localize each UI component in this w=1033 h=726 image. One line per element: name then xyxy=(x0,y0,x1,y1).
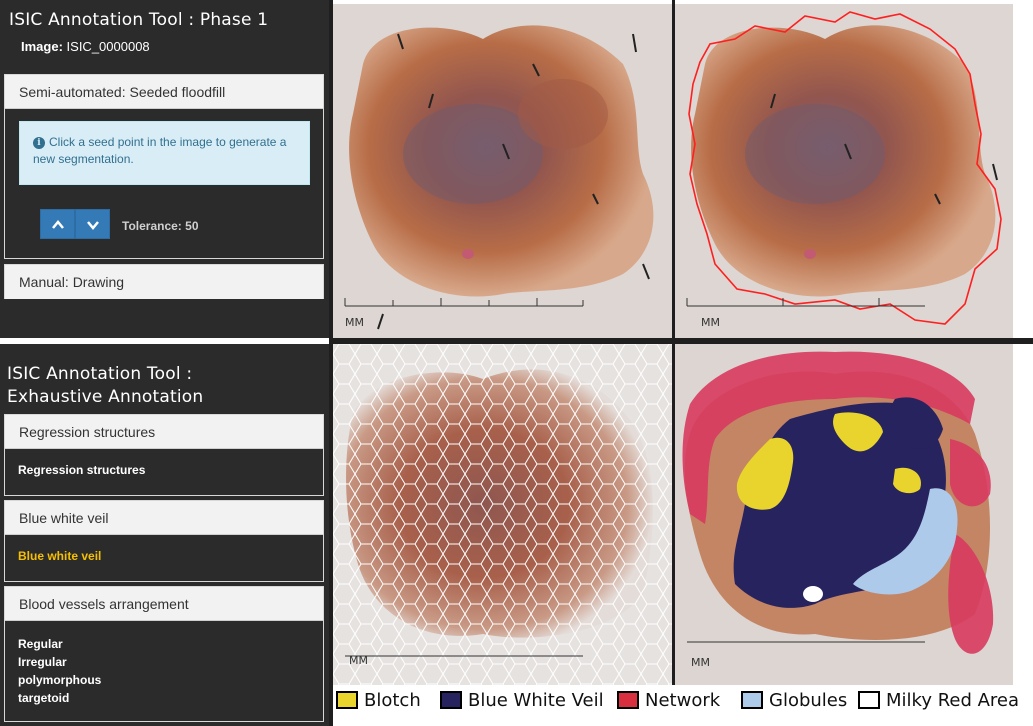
regression-panel: Regression structures Regression structu… xyxy=(4,414,324,496)
blue-white-veil-option[interactable]: Blue white veil xyxy=(18,549,102,563)
vessel-option-targetoid[interactable]: targetoid xyxy=(18,691,70,705)
manual-panel: Manual: Drawing xyxy=(4,264,324,299)
regression-body: Regression structures xyxy=(5,449,323,477)
scale-ruler xyxy=(344,298,584,307)
legend-swatch-blotch xyxy=(336,691,358,709)
vessel-option-regular[interactable]: Regular xyxy=(18,637,63,651)
legend-label-network: Network xyxy=(645,690,721,711)
image-id-line: Image: ISIC_0000008 xyxy=(21,39,150,54)
legend-label-blue-white-veil: Blue White Veil xyxy=(468,690,604,711)
info-text: Click a seed point in the image to gener… xyxy=(33,135,287,166)
info-alert: i Click a seed point in the image to gene… xyxy=(19,121,310,185)
scale-label-4: MM xyxy=(691,656,710,669)
legend-label-globules: Globules xyxy=(769,690,848,711)
scale-label-2: MM xyxy=(701,316,720,329)
legend-label-blotch: Blotch xyxy=(364,690,421,711)
lesion-image-original[interactable]: MM xyxy=(333,4,672,338)
superpixel-svg: MM xyxy=(333,344,672,685)
tolerance-label: Tolerance: xyxy=(122,219,182,233)
vessel-option-irregular[interactable]: Irregular xyxy=(18,655,67,669)
chevron-up-icon xyxy=(51,220,64,229)
legend-network: Network xyxy=(617,689,720,713)
blotch-region xyxy=(736,437,794,510)
blue-white-veil-header[interactable]: Blue white veil xyxy=(5,501,323,535)
image-id: ISIC_0000008 xyxy=(66,39,150,54)
blood-vessels-panel: Blood vessels arrangement Regular Irregu… xyxy=(4,586,324,722)
milky-red-region xyxy=(803,586,823,602)
app-title: ISIC Annotation Tool : Phase 1 xyxy=(9,10,269,30)
image-label: Image: xyxy=(21,39,63,54)
annotation-svg: MM xyxy=(675,344,1013,685)
tolerance-value: 50 xyxy=(185,219,199,233)
semi-automated-panel: Semi-automated: Seeded floodfill i Click … xyxy=(4,74,324,259)
lesion-segmented-svg: MM xyxy=(675,4,1013,338)
legend-globules: Globules xyxy=(741,689,847,713)
legend-label-milky-red-area: Milky Red Area xyxy=(886,690,1020,711)
legend-swatch-globules xyxy=(741,691,763,709)
vessel-option-polymorphous[interactable]: polymorphous xyxy=(18,673,102,687)
semi-automated-header[interactable]: Semi-automated: Seeded floodfill xyxy=(5,75,323,109)
annotation-image[interactable]: MM xyxy=(675,344,1013,685)
info-icon: i xyxy=(33,137,45,149)
chevron-down-icon xyxy=(86,221,99,230)
lesion-image-segmented[interactable]: MM xyxy=(675,4,1013,338)
legend-swatch-network xyxy=(617,691,639,709)
regression-option[interactable]: Regression structures xyxy=(18,463,146,477)
image-divider xyxy=(329,0,333,726)
legend-blotch: Blotch xyxy=(336,689,421,713)
legend-swatch-blue-white-veil xyxy=(440,691,462,709)
bottom-tool-panel: ISIC Annotation Tool : Exhaustive Annota… xyxy=(0,344,329,726)
legend-milky-red-area: Milky Red Area xyxy=(858,689,1019,713)
top-tool-panel: ISIC Annotation Tool : Phase 1 Image: IS… xyxy=(0,0,329,338)
exhaustive-title-line1: ISIC Annotation Tool : xyxy=(7,364,193,384)
globules-region xyxy=(853,488,958,595)
scale-label-3: MM xyxy=(349,654,368,667)
tolerance-readout: Tolerance: 50 xyxy=(122,219,199,233)
legend-blue-white-veil: Blue White Veil xyxy=(440,689,604,713)
tolerance-up-button[interactable] xyxy=(40,209,75,239)
tolerance-down-button[interactable] xyxy=(75,209,110,239)
lesion-original-svg: MM xyxy=(333,4,672,338)
network-region xyxy=(682,351,975,524)
legend-swatch-milky-red-area xyxy=(858,691,880,709)
image-divider-middle xyxy=(672,0,675,685)
blue-white-veil-body: Blue white veil xyxy=(5,535,323,563)
scale-label-1: MM xyxy=(345,316,364,329)
tolerance-stepper xyxy=(40,209,110,239)
blood-vessels-header[interactable]: Blood vessels arrangement xyxy=(5,587,323,621)
superpixel-image[interactable]: MM xyxy=(333,344,672,685)
manual-header[interactable]: Manual: Drawing xyxy=(5,265,323,299)
image-separator xyxy=(329,338,1033,344)
regression-header[interactable]: Regression structures xyxy=(5,415,323,449)
exhaustive-title-line2: Exhaustive Annotation xyxy=(7,387,204,407)
segmentation-outline xyxy=(688,11,1002,325)
blood-vessels-body: Regular Irregular polymorphous targetoid xyxy=(5,621,323,707)
blue-white-veil-panel: Blue white veil Blue white veil xyxy=(4,500,324,582)
annotation-legend: Blotch Blue White Veil Network Globules … xyxy=(333,685,1033,726)
